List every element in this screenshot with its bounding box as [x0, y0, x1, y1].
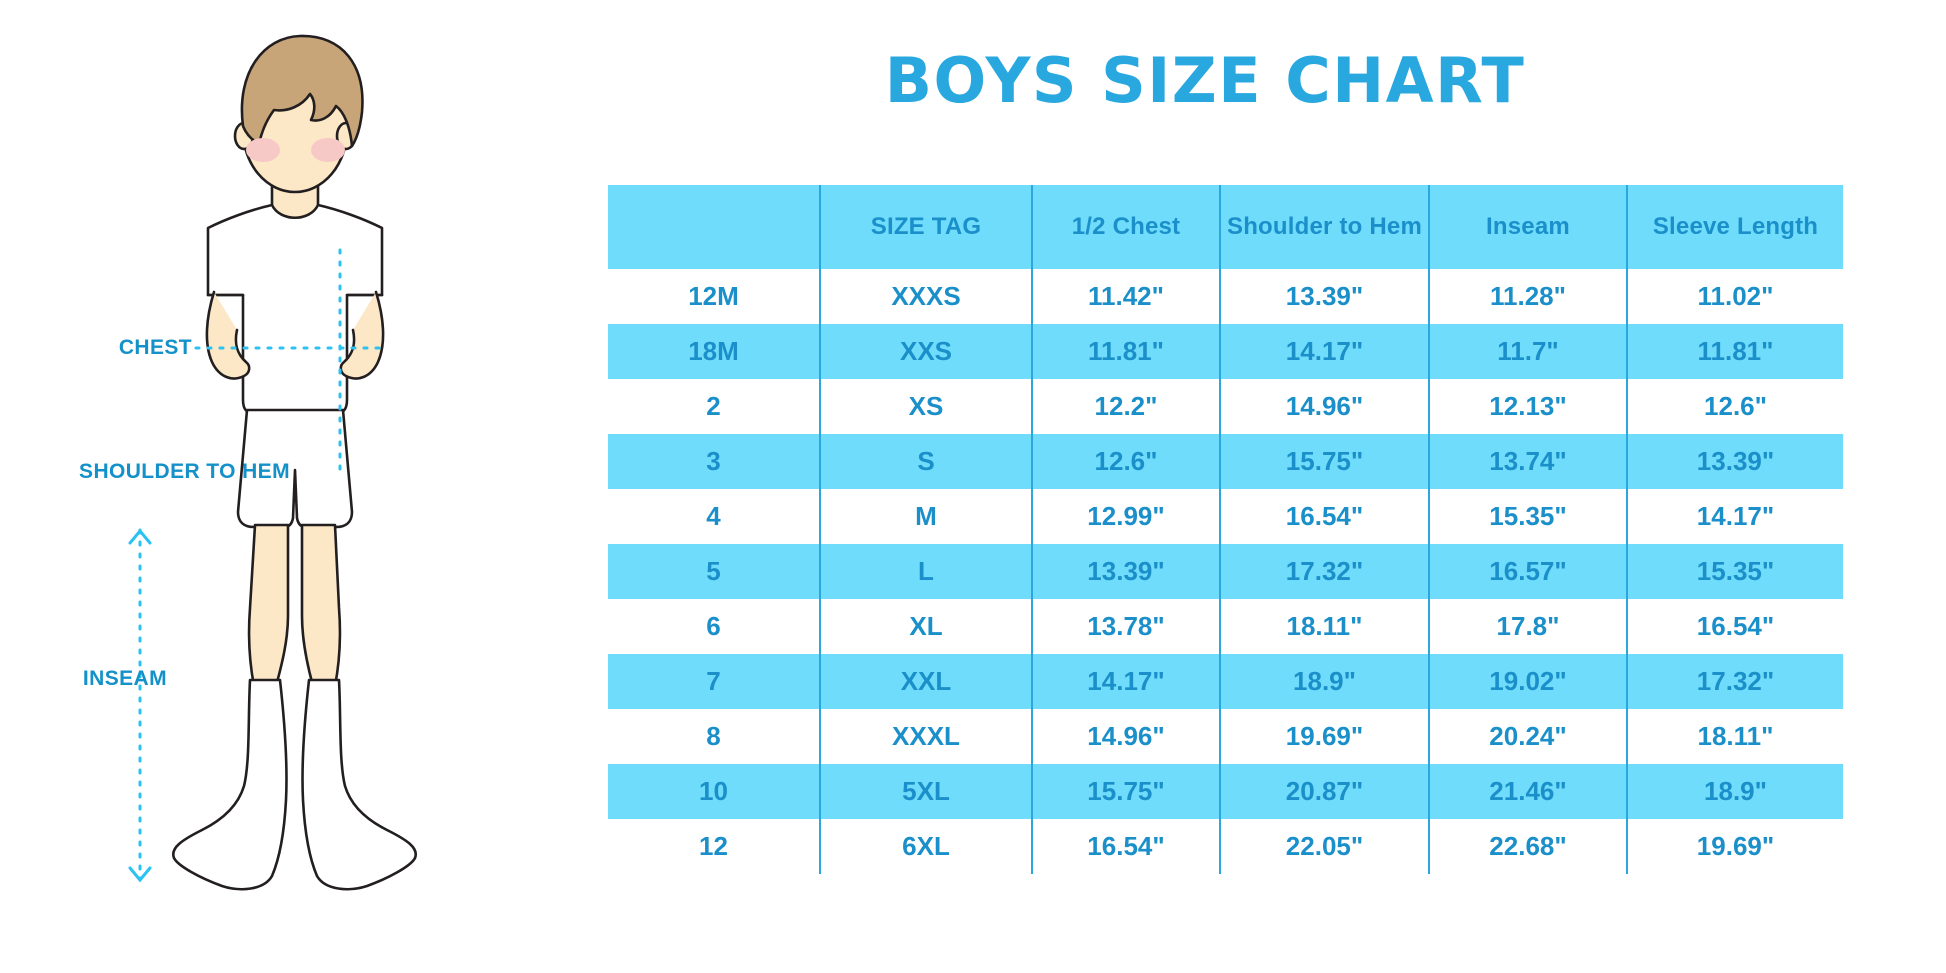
cell-sleeve-length: 18.11" — [1626, 709, 1843, 764]
cell-sleeve-length: 14.17" — [1626, 489, 1843, 544]
cell-sleeve-length: 18.9" — [1626, 764, 1843, 819]
cell-size-tag: 6XL — [819, 819, 1032, 874]
shoulder-to-hem-label: SHOULDER TO HEM — [79, 460, 290, 483]
cell-size-tag: 5XL — [819, 764, 1032, 819]
cell-half-chest: 15.75" — [1031, 764, 1220, 819]
table-row: 4 M 12.99" 16.54" 15.35" 14.17" — [608, 489, 1843, 544]
page-title: BOYS SIZE CHART — [884, 44, 1526, 117]
cell-shoulder-to-hem: 18.11" — [1219, 599, 1429, 654]
cell-size: 3 — [608, 434, 820, 489]
column-header-size — [608, 185, 820, 269]
table-row: 18M XXS 11.81" 14.17" 11.7" 11.81" — [608, 324, 1843, 379]
cell-size: 10 — [608, 764, 820, 819]
cell-size-tag: XS — [819, 379, 1032, 434]
cell-size: 7 — [608, 654, 820, 709]
boy-figure-illustration — [128, 34, 418, 891]
cell-shoulder-to-hem: 17.32" — [1219, 544, 1429, 599]
cell-inseam: 15.35" — [1428, 489, 1627, 544]
cell-inseam: 19.02" — [1428, 654, 1627, 709]
cell-sleeve-length: 16.54" — [1626, 599, 1843, 654]
cell-half-chest: 13.39" — [1031, 544, 1220, 599]
cell-shoulder-to-hem: 14.17" — [1219, 324, 1429, 379]
cell-sleeve-length: 15.35" — [1626, 544, 1843, 599]
cell-sleeve-length: 11.02" — [1626, 269, 1843, 324]
cell-size: 4 — [608, 489, 820, 544]
cell-inseam: 21.46" — [1428, 764, 1627, 819]
cell-inseam: 13.74" — [1428, 434, 1627, 489]
cell-half-chest: 16.54" — [1031, 819, 1220, 874]
table-header-row: SIZE TAG 1/2 Chest Shoulder to Hem Insea… — [608, 185, 1843, 269]
table-row: 2 XS 12.2" 14.96" 12.13" 12.6" — [608, 379, 1843, 434]
cell-size-tag: S — [819, 434, 1032, 489]
table-row: 12M XXXS 11.42" 13.39" 11.28" 11.02" — [608, 269, 1843, 324]
cell-size-tag: M — [819, 489, 1032, 544]
cell-size: 8 — [608, 709, 820, 764]
size-chart-table: SIZE TAG 1/2 Chest Shoulder to Hem Insea… — [608, 185, 1843, 874]
cell-inseam: 11.7" — [1428, 324, 1627, 379]
cell-size: 6 — [608, 599, 820, 654]
cell-inseam: 22.68" — [1428, 819, 1627, 874]
cell-size-tag: XXXS — [819, 269, 1032, 324]
table-row: 7 XXL 14.17" 18.9" 19.02" 17.32" — [608, 654, 1843, 709]
cell-size: 12 — [608, 819, 820, 874]
table-row: 10 5XL 15.75" 20.87" 21.46" 18.9" — [608, 764, 1843, 819]
cell-size: 12M — [608, 269, 820, 324]
cell-half-chest: 12.99" — [1031, 489, 1220, 544]
cell-size-tag: XXXL — [819, 709, 1032, 764]
inseam-arrow-top-icon — [128, 528, 152, 545]
cell-sleeve-length: 13.39" — [1626, 434, 1843, 489]
cell-shoulder-to-hem: 15.75" — [1219, 434, 1429, 489]
cell-half-chest: 11.42" — [1031, 269, 1220, 324]
inseam-label: INSEAM — [82, 667, 167, 690]
column-header-half-chest: 1/2 Chest — [1031, 185, 1220, 269]
cell-inseam: 20.24" — [1428, 709, 1627, 764]
cell-size-tag: XXS — [819, 324, 1032, 379]
cell-inseam: 12.13" — [1428, 379, 1627, 434]
table-row: 5 L 13.39" 17.32" 16.57" 15.35" — [608, 544, 1843, 599]
cell-sleeve-length: 11.81" — [1626, 324, 1843, 379]
inseam-arrow-bottom-icon — [128, 866, 152, 883]
column-header-size-tag: SIZE TAG — [819, 185, 1032, 269]
cell-half-chest: 12.2" — [1031, 379, 1220, 434]
cell-sleeve-length: 12.6" — [1626, 379, 1843, 434]
boy-illustration-panel: CHEST SHOULDER TO HEM INSEAM — [0, 0, 480, 973]
cell-size-tag: L — [819, 544, 1032, 599]
cell-half-chest: 14.96" — [1031, 709, 1220, 764]
cell-inseam: 17.8" — [1428, 599, 1627, 654]
chest-label: CHEST — [118, 336, 192, 359]
table-header: SIZE TAG 1/2 Chest Shoulder to Hem Insea… — [608, 185, 1843, 269]
cell-shoulder-to-hem: 22.05" — [1219, 819, 1429, 874]
cell-half-chest: 13.78" — [1031, 599, 1220, 654]
cell-shoulder-to-hem: 20.87" — [1219, 764, 1429, 819]
table-row: 12 6XL 16.54" 22.05" 22.68" 19.69" — [608, 819, 1843, 874]
column-header-sleeve-length: Sleeve Length — [1626, 185, 1843, 269]
table-body: 12M XXXS 11.42" 13.39" 11.28" 11.02" 18M XXS 11.… — [608, 269, 1843, 874]
table-row: 3 S 12.6" 15.75" 13.74" 13.39" — [608, 434, 1843, 489]
cell-shoulder-to-hem: 13.39" — [1219, 269, 1429, 324]
table-row: 8 XXXL 14.96" 19.69" 20.24" 18.11" — [608, 709, 1843, 764]
cell-shoulder-to-hem: 19.69" — [1219, 709, 1429, 764]
cell-shoulder-to-hem: 16.54" — [1219, 489, 1429, 544]
cell-size: 2 — [608, 379, 820, 434]
cell-size: 18M — [608, 324, 820, 379]
cell-half-chest: 14.17" — [1031, 654, 1220, 709]
cell-shoulder-to-hem: 18.9" — [1219, 654, 1429, 709]
cell-half-chest: 12.6" — [1031, 434, 1220, 489]
cell-size-tag: XL — [819, 599, 1032, 654]
column-header-inseam: Inseam — [1428, 185, 1627, 269]
cell-inseam: 16.57" — [1428, 544, 1627, 599]
cell-size-tag: XXL — [819, 654, 1032, 709]
cell-shoulder-to-hem: 14.96" — [1219, 379, 1429, 434]
cell-size: 5 — [608, 544, 820, 599]
cell-inseam: 11.28" — [1428, 269, 1627, 324]
column-header-shoulder-to-hem: Shoulder to Hem — [1219, 185, 1429, 269]
cell-half-chest: 11.81" — [1031, 324, 1220, 379]
table-row: 6 XL 13.78" 18.11" 17.8" 16.54" — [608, 599, 1843, 654]
cell-sleeve-length: 17.32" — [1626, 654, 1843, 709]
cell-sleeve-length: 19.69" — [1626, 819, 1843, 874]
